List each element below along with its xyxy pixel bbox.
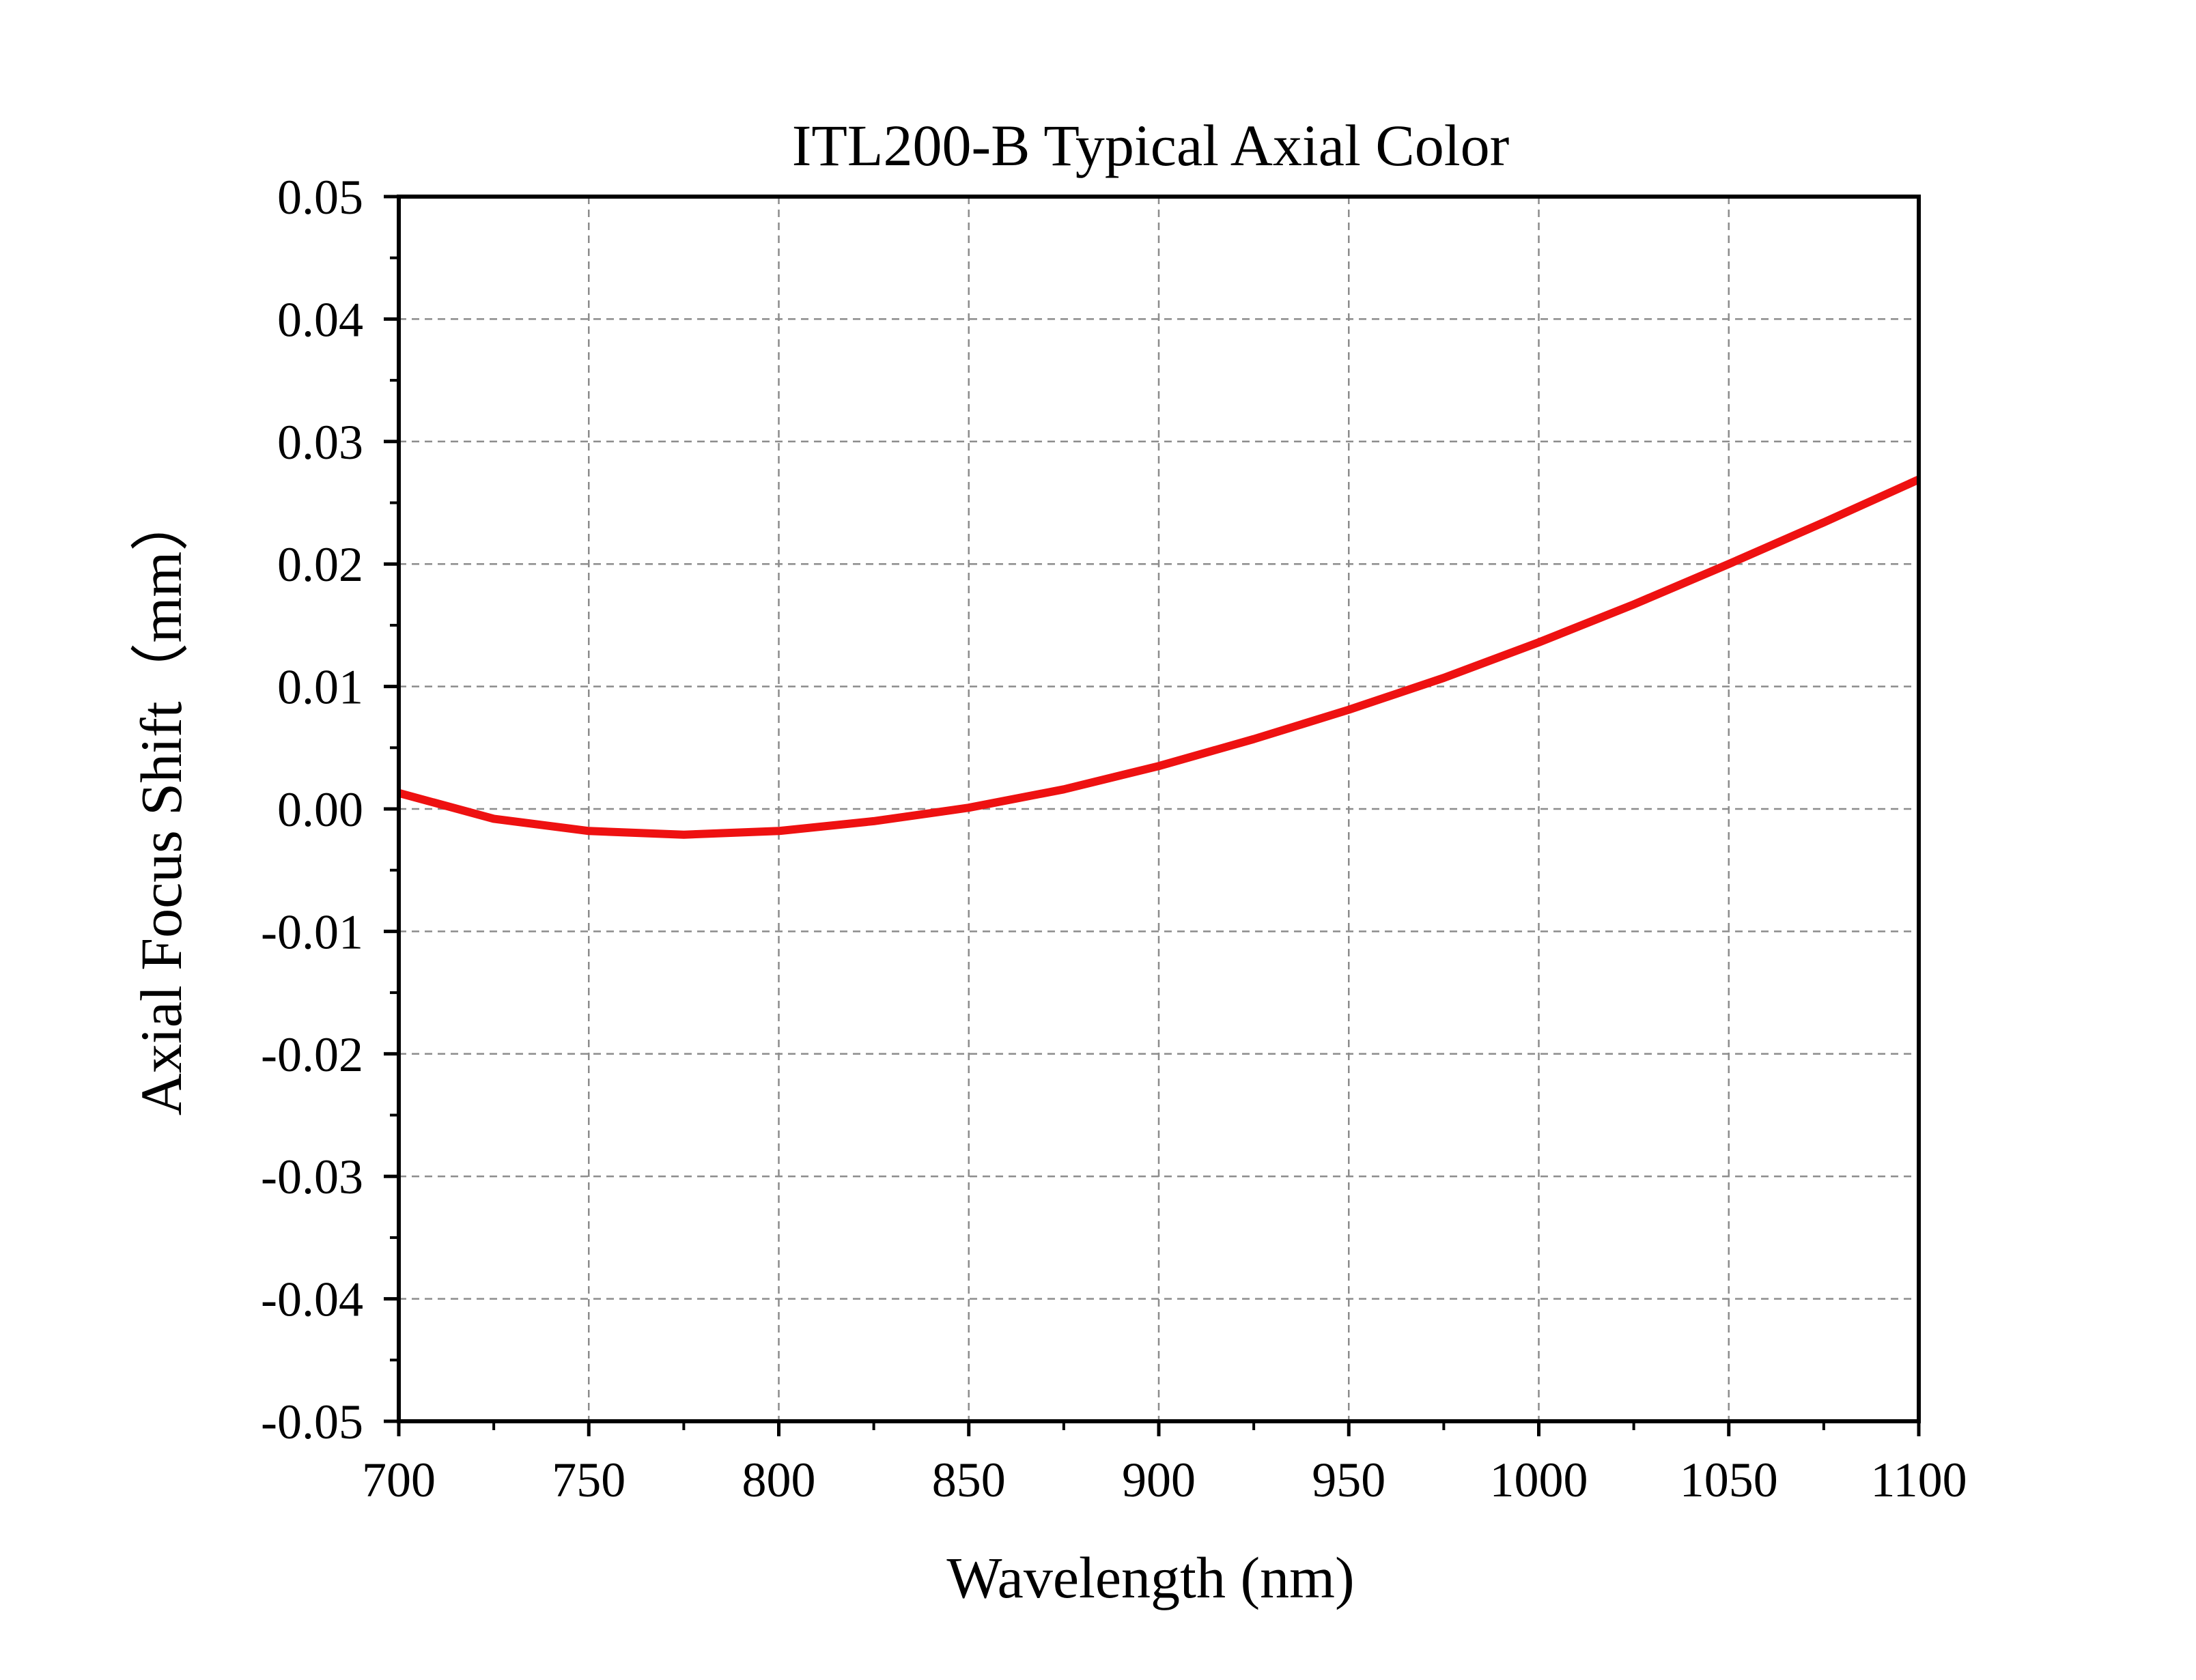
x-tick-label: 850 [932, 1453, 1006, 1507]
y-tick-label: 0.03 [277, 415, 363, 470]
y-tick-label: 0.02 [277, 537, 363, 592]
y-tick-label: -0.03 [261, 1150, 363, 1204]
tick-labels: 700 750 800 850 900 950 1000 1050 1100 0.05 0.04 0.… [261, 170, 1967, 1507]
y-tick-label: -0.05 [261, 1395, 363, 1449]
y-tick-label: -0.01 [261, 905, 363, 959]
y-tick-label: 0.01 [277, 660, 363, 715]
grid [399, 197, 1919, 1421]
y-axis-label: Axial Focus Shift（mm） [128, 493, 194, 1116]
y-tick-label: 0.00 [277, 782, 363, 837]
axes [384, 195, 1921, 1436]
x-tick-label: 800 [742, 1453, 816, 1507]
series-line-1 [397, 475, 1921, 839]
chart-title: ITL200-B Typical Axial Color [792, 113, 1510, 178]
x-axis-label: Wavelength (nm) [946, 1545, 1354, 1610]
x-tick-label: 950 [1312, 1453, 1385, 1507]
x-tick-label: 700 [362, 1453, 436, 1507]
x-tick-label: 900 [1122, 1453, 1196, 1507]
y-tick-label: -0.02 [261, 1027, 363, 1082]
x-tick-label: 1000 [1490, 1453, 1588, 1507]
y-tick-label: -0.04 [261, 1272, 363, 1327]
x-tick-label: 1050 [1680, 1453, 1778, 1507]
x-tick-label: 750 [552, 1453, 625, 1507]
series-layer [397, 475, 1921, 839]
y-tick-label: 0.05 [277, 170, 363, 225]
x-tick-label: 1100 [1870, 1453, 1967, 1507]
y-tick-label: 0.04 [277, 292, 363, 347]
